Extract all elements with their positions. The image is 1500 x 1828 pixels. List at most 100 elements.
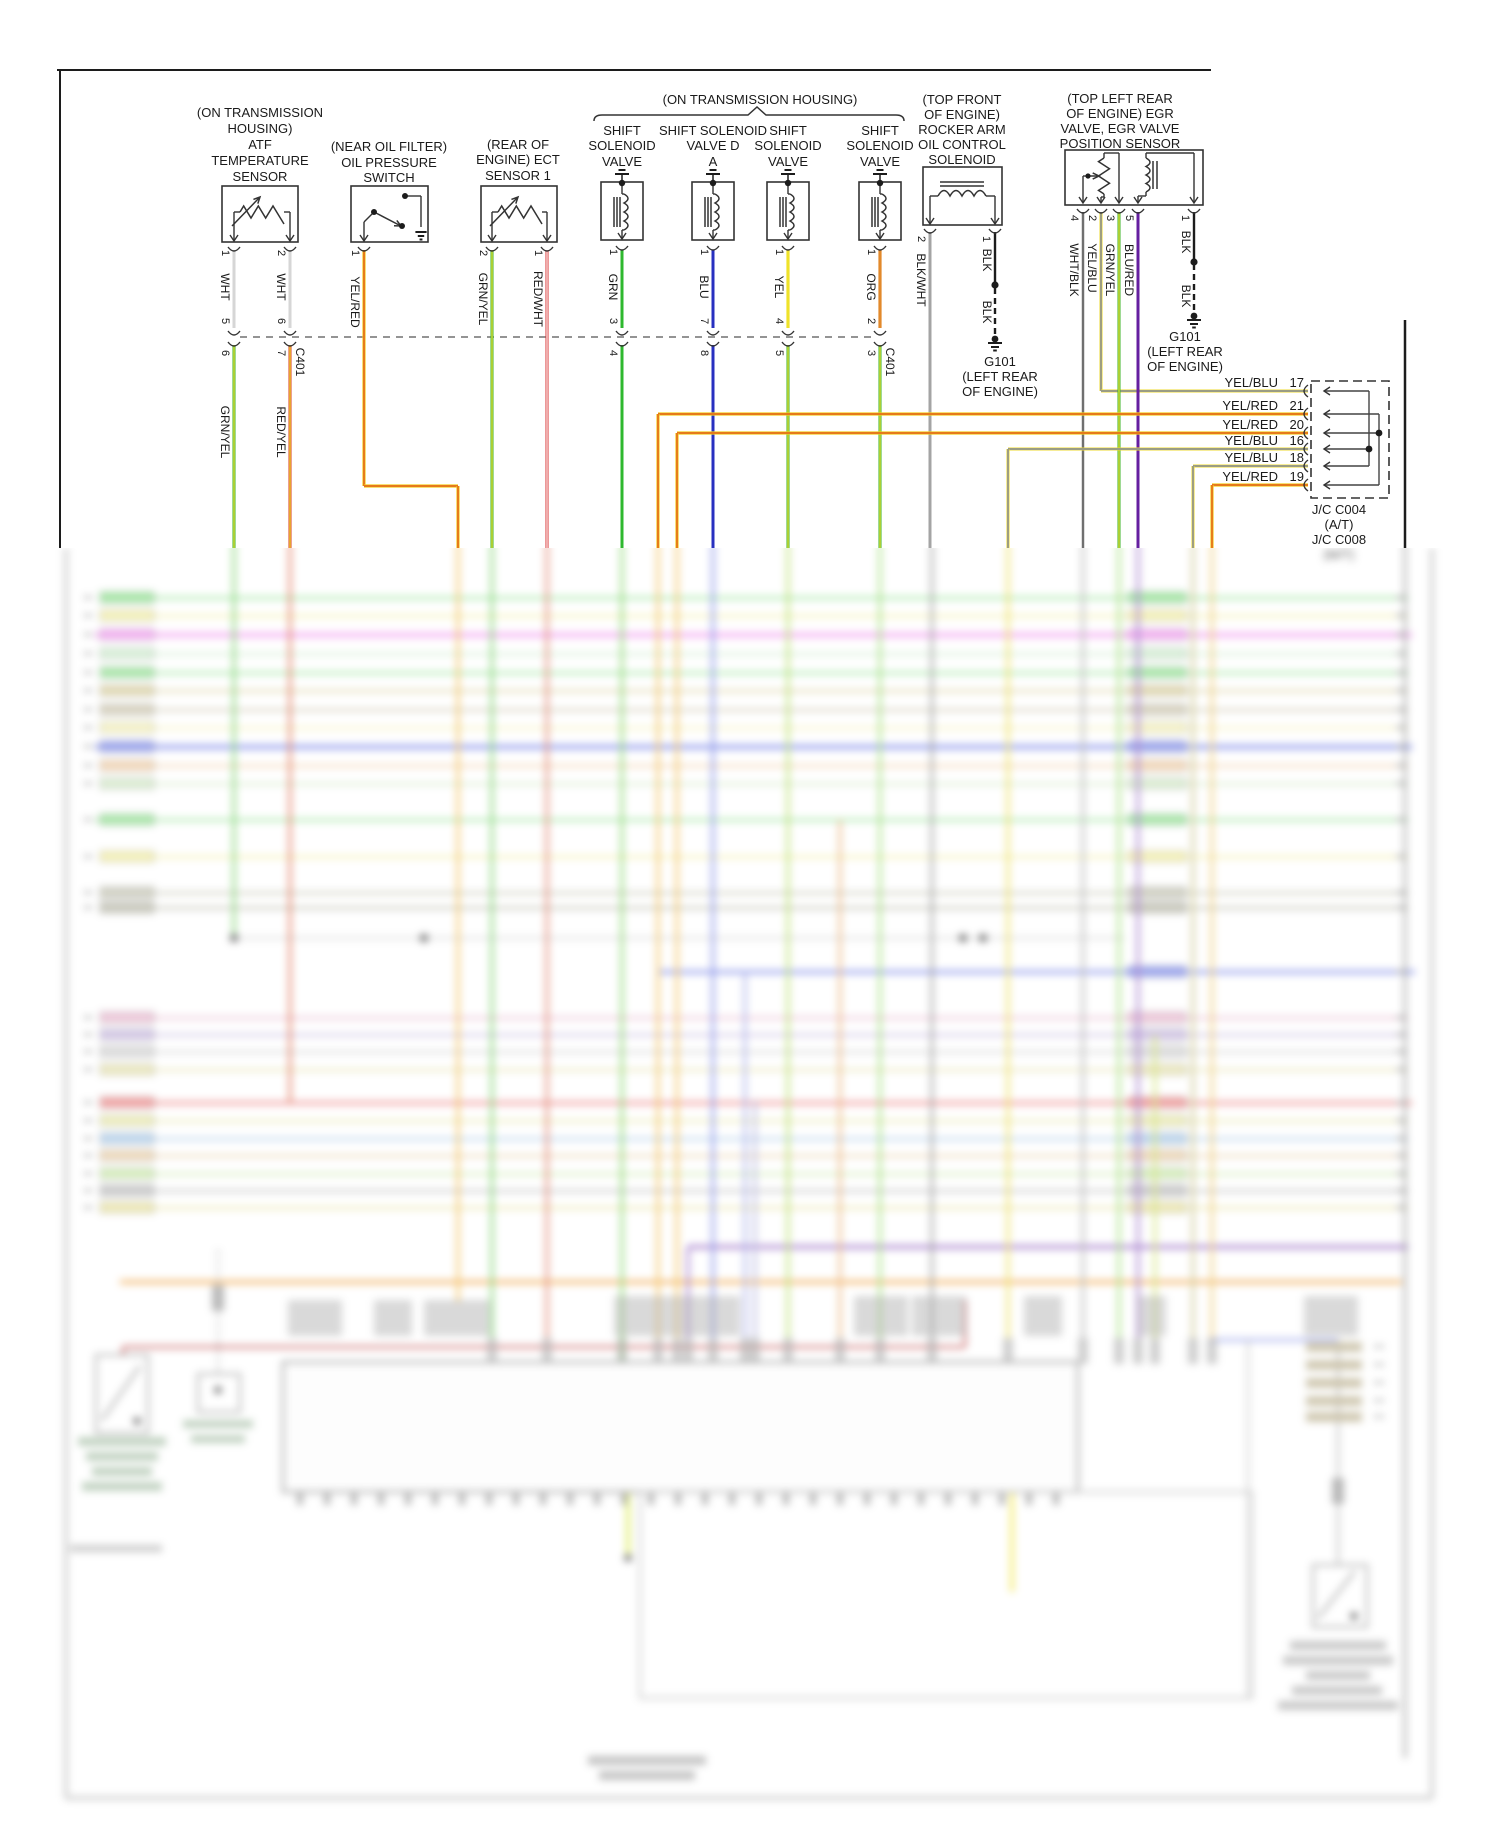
label-text: BLU/RED	[1122, 244, 1136, 296]
pin-arrow	[783, 232, 793, 241]
solenoid-coil-symbol	[788, 193, 795, 231]
label-text: BLK	[980, 301, 994, 324]
label-text: 1	[698, 249, 710, 255]
label-text: 1	[865, 249, 877, 255]
pin-arrow	[1114, 196, 1124, 205]
schematic-blurred-layer: (M/T)	[0, 548, 1500, 1828]
label-text: RED/YEL	[274, 406, 288, 458]
blurred-pin-tick	[84, 671, 92, 674]
atf-temperature-sensor-box	[221, 185, 299, 243]
blurred-wire-label	[1127, 666, 1187, 679]
label-text: 21	[1290, 398, 1304, 413]
blurred-pcm-pin	[378, 1492, 384, 1505]
label-text: ATF	[248, 137, 272, 152]
connector-terminal-arc	[227, 330, 241, 336]
blurred-wire-label	[99, 1011, 155, 1024]
label-text: VALVE	[768, 154, 808, 169]
label-text: YEL/BLU	[1225, 375, 1278, 390]
blurred-pin-tick	[84, 818, 92, 821]
label-text: POSITION SENSOR	[1060, 136, 1181, 151]
label-text: SWITCH	[363, 170, 414, 185]
blurred-diagram-region: (M/T)	[0, 548, 1500, 1828]
connector-terminal-arc	[706, 330, 720, 336]
blurred-pin-tick	[84, 708, 92, 711]
pin-arrow	[285, 234, 295, 243]
blurred-wire-label	[99, 591, 155, 604]
connector-terminal-arc	[1094, 208, 1108, 214]
blurred-junction-dot	[624, 1554, 632, 1562]
blurred-pin-tick	[84, 855, 92, 858]
blurred-wire-label	[1127, 850, 1187, 863]
pin-arrow	[229, 234, 239, 243]
label-text: VALVE	[860, 154, 900, 169]
connector-terminal-arc	[283, 330, 297, 336]
blurred-connector-nub	[708, 1338, 718, 1364]
blurred-switch-contact	[1317, 1570, 1356, 1619]
blurred-pcm-pin	[675, 1492, 681, 1505]
blurred-text-blob	[1306, 1342, 1362, 1352]
label-text: 5	[773, 350, 785, 356]
blurred-wire-label	[1127, 1149, 1187, 1162]
blurred-pin-tick	[1396, 1137, 1405, 1140]
blurred-pin-tick	[84, 1068, 92, 1071]
blurred-connector-nub	[835, 1338, 845, 1364]
label-text: 2	[915, 236, 927, 242]
label-text: 19	[1290, 469, 1304, 484]
blurred-connector-cluster	[424, 1300, 490, 1336]
blurred-pin-tick	[1396, 726, 1405, 729]
blurred-pcm-pin	[513, 1492, 519, 1505]
connector-terminal-arc	[873, 341, 887, 347]
blurred-pin-tick	[84, 1119, 92, 1122]
blurred-wire-label	[1127, 759, 1187, 772]
blurred-pcm-pin	[1053, 1492, 1059, 1505]
blurred-connector-nub	[672, 1338, 682, 1364]
connector-terminal-arc	[1303, 459, 1309, 473]
connector-terminal-arc	[1131, 208, 1145, 214]
connector-terminal-arc	[873, 330, 887, 336]
connector-terminal-arc	[873, 245, 887, 251]
blurred-wire-label	[1127, 1201, 1187, 1214]
blurred-pin-tick	[84, 1033, 92, 1036]
blurred-connector-nub	[1003, 1338, 1013, 1364]
label-text: SOLENOID	[846, 138, 913, 153]
connector-terminal-arc	[781, 330, 795, 336]
blurred-wire-label	[99, 886, 155, 899]
blurred-pcm-pin	[405, 1492, 411, 1505]
connector-terminal-arc	[1076, 208, 1090, 214]
label-text: (LEFT REAR	[1147, 344, 1223, 359]
blurred-wire-label	[99, 813, 155, 826]
label-text: SHIFT	[769, 123, 807, 138]
solenoid-coil-symbol	[1144, 157, 1151, 193]
junction-dot	[1190, 258, 1198, 266]
blurred-wire-label	[1127, 1096, 1187, 1109]
blurred-text-blob	[599, 1771, 695, 1780]
blurred-pcm-pin	[621, 1492, 627, 1505]
connector-terminal-arc	[781, 341, 795, 347]
blurred-junction-dot	[958, 933, 968, 943]
blurred-text-blob	[1374, 1345, 1384, 1348]
blurred-pcm-pin	[567, 1492, 573, 1505]
blurred-pin-tick	[84, 1050, 92, 1053]
blurred-pin-tick	[84, 633, 92, 636]
blurred-pcm-pin	[459, 1492, 465, 1505]
label-text: 2	[865, 318, 877, 324]
blurred-pin-tick	[1396, 906, 1405, 909]
connector-terminal-arc	[283, 341, 297, 347]
blurred-text-blob	[1306, 1671, 1370, 1680]
label-text: SHIFT SOLENOID	[659, 123, 767, 138]
blurred-text-blob	[92, 1467, 152, 1476]
blurred-pin-tick	[1396, 1172, 1405, 1175]
blurred-connector-nub	[1133, 1338, 1143, 1364]
blurred-pin-tick	[1396, 1050, 1405, 1053]
pin-arrow	[1322, 461, 1331, 471]
blur-background	[0, 548, 1500, 1828]
label-text: VALVE D	[687, 138, 740, 153]
blurred-pin-tick	[1396, 818, 1405, 821]
blurred-pin-tick	[1396, 745, 1405, 748]
blurred-wire-label	[99, 703, 155, 716]
ground-symbol	[415, 231, 427, 241]
blurred-connector-nub	[875, 1338, 885, 1364]
label-text: OIL CONTROL	[918, 137, 1006, 152]
blurred-wire-label	[1127, 628, 1187, 641]
